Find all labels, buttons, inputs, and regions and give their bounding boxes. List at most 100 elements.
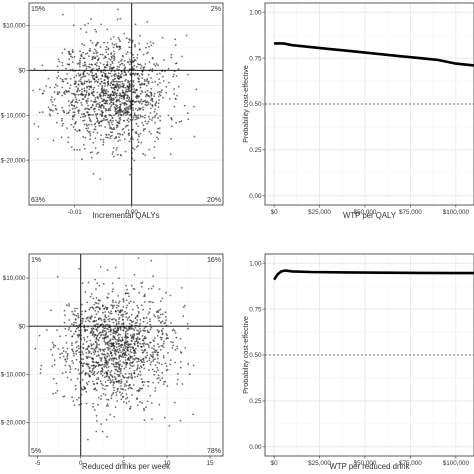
data-point [163, 340, 165, 343]
data-point [37, 125, 40, 128]
data-point [143, 367, 146, 370]
data-point [163, 416, 166, 419]
data-point [92, 364, 94, 367]
data-point [83, 89, 86, 92]
data-point [125, 90, 127, 93]
data-point [141, 281, 144, 284]
data-point [85, 348, 87, 351]
data-point [74, 384, 77, 387]
data-point [92, 100, 95, 103]
x-tick-label: $25,000 [308, 460, 331, 467]
data-point [179, 351, 182, 353]
data-point [112, 147, 115, 149]
data-point [70, 146, 73, 149]
data-point [70, 55, 72, 58]
data-point [157, 357, 159, 360]
data-point [170, 137, 173, 140]
data-point [76, 377, 79, 380]
data-point [162, 96, 164, 99]
data-point [51, 101, 53, 103]
data-point [157, 343, 159, 345]
data-point [146, 21, 149, 23]
data-point [115, 126, 118, 129]
data-point [57, 347, 60, 350]
data-point [161, 377, 164, 379]
data-point [100, 77, 102, 80]
data-point [121, 72, 123, 75]
data-point [74, 319, 77, 321]
data-point [90, 100, 92, 102]
data-point [119, 310, 122, 313]
data-point [149, 307, 152, 310]
data-point [145, 343, 147, 345]
data-point [157, 102, 160, 105]
data-point [80, 358, 83, 360]
data-point [87, 100, 89, 102]
data-point [150, 99, 152, 101]
data-point [75, 350, 77, 353]
data-point [149, 301, 152, 303]
data-point [125, 363, 127, 366]
data-point [154, 114, 157, 117]
data-point [100, 104, 103, 107]
data-point [183, 104, 186, 107]
data-point [119, 116, 122, 119]
data-point [146, 360, 149, 363]
data-point [124, 310, 126, 313]
data-point [88, 117, 91, 119]
data-point [95, 365, 97, 367]
data-point [125, 37, 128, 40]
data-point [123, 131, 126, 134]
data-point [140, 359, 142, 362]
data-point [112, 360, 115, 362]
data-point [126, 304, 129, 307]
data-point [83, 57, 86, 60]
data-point [53, 91, 56, 94]
y-tick-label: 0.25 [249, 147, 262, 154]
data-point [76, 101, 79, 104]
quadrant-label-bottom-right: 20% [207, 197, 221, 204]
data-point [81, 90, 83, 93]
data-point [100, 323, 102, 326]
data-point [174, 349, 177, 351]
data-point [163, 380, 166, 383]
data-point [119, 107, 121, 110]
data-point [144, 80, 146, 82]
data-point [112, 288, 114, 290]
data-point [155, 63, 158, 65]
data-point [159, 308, 162, 311]
data-point [151, 119, 153, 121]
data-point [94, 48, 96, 51]
data-point [113, 349, 116, 352]
data-point [113, 127, 115, 129]
data-point [66, 127, 68, 129]
data-point [125, 339, 127, 341]
data-point [104, 102, 107, 105]
data-point [151, 68, 154, 70]
data-point [114, 341, 117, 343]
data-point [98, 65, 100, 68]
data-point [61, 61, 64, 64]
data-point [87, 97, 89, 100]
data-point [102, 334, 105, 336]
data-point [169, 359, 172, 361]
data-point [89, 48, 91, 50]
data-point [103, 41, 105, 44]
data-point [122, 55, 124, 58]
data-point [137, 357, 140, 360]
data-point [68, 51, 71, 53]
data-point [69, 101, 72, 104]
data-point [138, 83, 141, 86]
data-point [128, 82, 131, 85]
data-point [109, 72, 112, 75]
data-point [133, 113, 136, 116]
data-point [67, 328, 70, 331]
y-tick-label: $-20,000 [1, 157, 26, 164]
data-point [84, 61, 86, 64]
data-point [150, 87, 153, 90]
data-point [82, 347, 85, 349]
data-point [129, 119, 132, 121]
data-point [84, 95, 87, 98]
data-point [93, 110, 96, 113]
data-point [180, 361, 182, 363]
